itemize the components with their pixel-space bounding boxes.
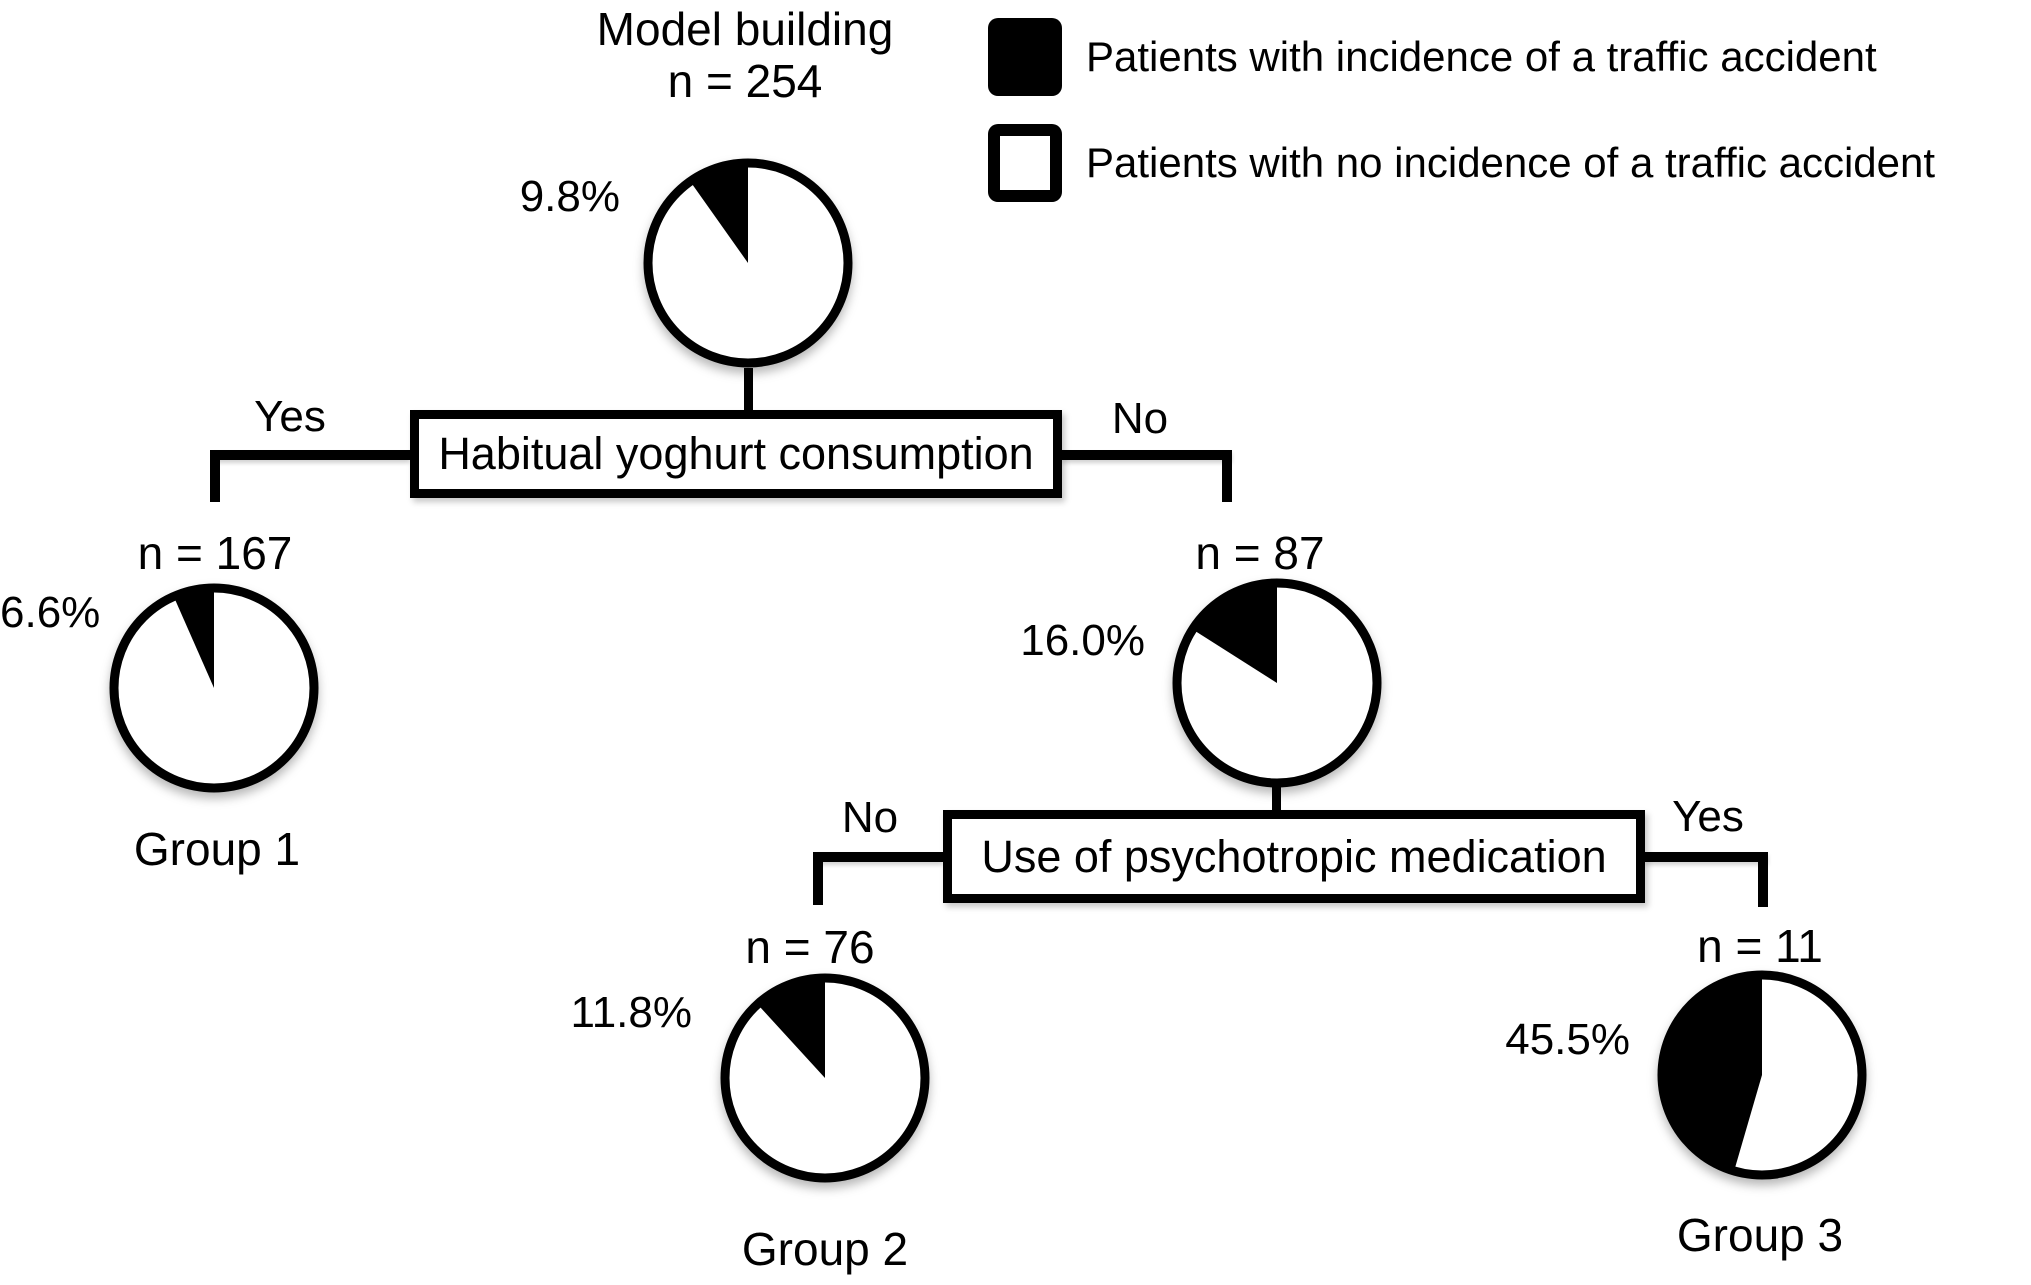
group1-n-label: n = 167 — [137, 527, 293, 579]
root-pct-label: 9.8% — [519, 172, 620, 221]
connector-root-to-decision1 — [744, 368, 753, 414]
connector-decision2-right-h — [1645, 852, 1768, 862]
decision-box-yoghurt-label: Habitual yoghurt consumption — [438, 428, 1034, 479]
group3-n-label: n = 11 — [1697, 920, 1823, 972]
connector-decision2-left-v — [813, 852, 823, 905]
legend-item-accident: Patients with incidence of a traffic acc… — [988, 18, 1935, 96]
group3-pct-label: 45.5% — [1505, 1015, 1630, 1064]
pie-chart-no-yoghurt — [1167, 573, 1387, 793]
legend: Patients with incidence of a traffic acc… — [988, 18, 1935, 230]
group2-pct-label: 11.8% — [570, 988, 693, 1037]
legend-label-no-accident: Patients with no incidence of a traffic … — [1086, 139, 1936, 186]
outline-swatch-icon — [988, 124, 1062, 202]
connector-decision1-left-h — [215, 450, 410, 460]
legend-label-accident: Patients with incidence of a traffic acc… — [1086, 33, 1877, 80]
branch-label-no-yoghurt: No — [1111, 394, 1169, 443]
branch-label-yes-medication: Yes — [1672, 792, 1744, 841]
root-title: Model building — [596, 3, 894, 55]
group2-label: Group 2 — [741, 1223, 909, 1275]
connector-decision1-right-v — [1222, 450, 1232, 502]
group2-n-label: n = 76 — [745, 921, 875, 973]
root-n-label: n = 254 — [667, 54, 823, 107]
legend-item-no-accident: Patients with no incidence of a traffic … — [988, 124, 1935, 202]
branch-label-yes-yoghurt: Yes — [254, 392, 326, 441]
filled-swatch-icon — [988, 18, 1062, 96]
branch-label-no-medication: No — [841, 793, 899, 842]
connector-decision2-right-v — [1758, 852, 1768, 907]
pie-chart-group1 — [104, 578, 324, 798]
connector-no-yoghurt-to-decision2 — [1272, 787, 1281, 812]
no-yoghurt-n-label: n = 87 — [1195, 527, 1325, 579]
connector-decision1-right-h — [1062, 450, 1232, 460]
decision-box-medication: Use of psychotropic medication — [943, 810, 1645, 903]
group1-label: Group 1 — [133, 823, 301, 875]
pie-chart-group2 — [715, 968, 935, 1188]
no-yoghurt-pct-label: 16.0% — [1020, 616, 1145, 665]
pie-chart-group3 — [1652, 965, 1872, 1185]
pie-chart-model-building — [638, 153, 858, 373]
connector-decision1-left-v — [210, 450, 220, 502]
group3-label: Group 3 — [1676, 1209, 1844, 1261]
decision-box-medication-label: Use of psychotropic medication — [981, 830, 1607, 882]
root-node-title-block: Model building n = 254 — [445, 3, 1045, 107]
group1-pct-label: 6.6% — [0, 588, 101, 637]
decision-box-yoghurt: Habitual yoghurt consumption — [410, 410, 1062, 498]
connector-decision2-left-h — [818, 852, 943, 862]
